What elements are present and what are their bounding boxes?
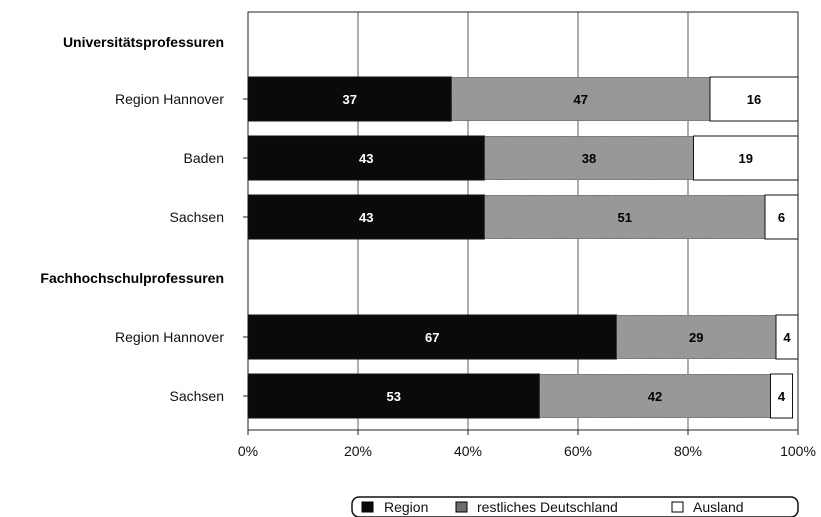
bar-segment	[247, 373, 540, 419]
x-tick-label: 100%	[780, 443, 816, 459]
legend-label-restliches-deutschland: restliches Deutschland	[477, 499, 618, 515]
bar-segment	[247, 194, 485, 240]
data-label: 29	[689, 330, 703, 345]
bar-segment	[247, 135, 485, 181]
bar-segment	[484, 194, 766, 240]
group-label: Fachhochschulprofessuren	[40, 270, 224, 286]
legend-swatch-restliches-deutschland	[455, 501, 468, 513]
bars: 37 47 16 43 38 19 43 51 6 67 29 4 53 42 4	[247, 76, 799, 419]
bar-segment	[616, 314, 777, 360]
category-label: Region Hannover	[115, 329, 224, 345]
x-tick-label: 0%	[238, 443, 258, 459]
legend-label-region: Region	[384, 499, 428, 515]
group-label: Universitätsprofessuren	[63, 34, 224, 50]
x-tick-label: 80%	[674, 443, 702, 459]
bar-segment	[451, 76, 711, 122]
x-tick-label: 60%	[564, 443, 592, 459]
category-label: Baden	[184, 150, 224, 166]
x-tick-label: 20%	[344, 443, 372, 459]
bar-segment	[775, 314, 799, 360]
data-label: 51	[618, 210, 632, 225]
bar-segment	[484, 135, 694, 181]
category-label: Sachsen	[170, 388, 224, 404]
legend-label-ausland: Ausland	[693, 499, 744, 515]
category-label: Region Hannover	[115, 91, 224, 107]
data-label: 16	[747, 92, 761, 107]
data-label: 67	[425, 330, 439, 345]
data-label: 43	[359, 151, 373, 166]
x-axis-ticks: 0% 20% 40% 60% 80% 100%	[238, 430, 816, 459]
data-label: 19	[739, 151, 753, 166]
data-label: 4	[783, 330, 791, 345]
legend-swatch-ausland	[671, 501, 684, 513]
data-label: 37	[343, 92, 357, 107]
data-label: 38	[582, 151, 596, 166]
data-label: 47	[574, 92, 588, 107]
legend: Region restliches Deutschland Ausland	[351, 496, 799, 517]
data-label: 53	[387, 389, 401, 404]
data-label: 4	[778, 389, 786, 404]
data-label: 6	[778, 210, 785, 225]
bar-segment	[539, 373, 771, 419]
data-label: 43	[359, 210, 373, 225]
bar-segment	[693, 135, 799, 181]
bar-segment	[247, 76, 452, 122]
x-tick-label: 40%	[454, 443, 482, 459]
bar-segment	[709, 76, 799, 122]
bar-segment	[764, 194, 799, 240]
data-label: 42	[648, 389, 662, 404]
legend-swatch-region	[361, 501, 374, 513]
category-label: Sachsen	[170, 209, 224, 225]
bar-segment	[770, 373, 793, 419]
category-labels: Universitätsprofessuren Region Hannover Ba…	[40, 34, 248, 404]
